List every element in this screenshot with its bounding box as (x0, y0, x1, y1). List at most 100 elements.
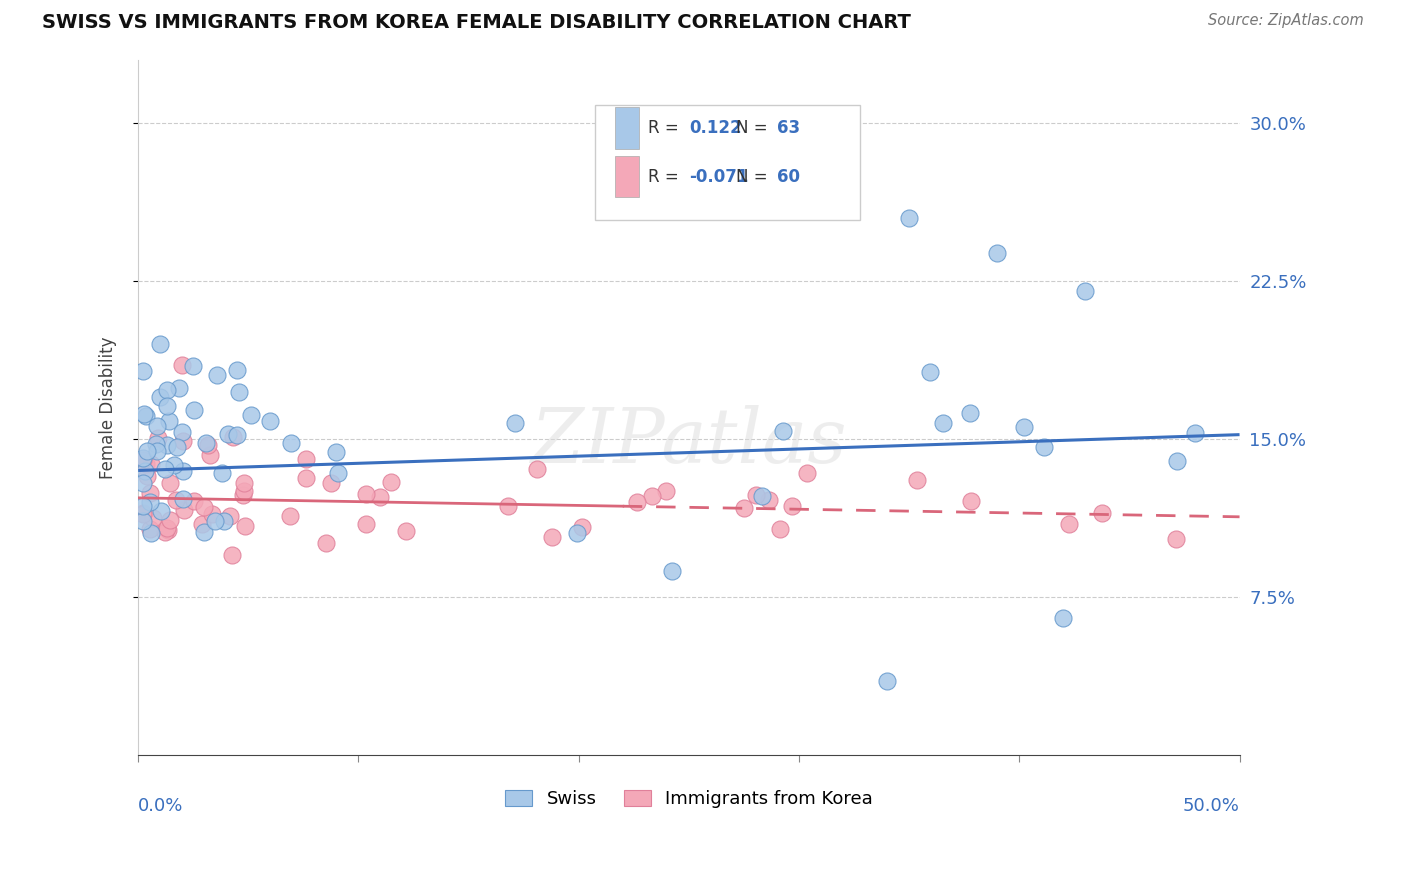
Point (380, 475, 402, 489)
Point (1184, 426, 1206, 441)
Point (240, 409, 263, 423)
Point (172, 434, 194, 448)
Point (146, 419, 169, 434)
Point (170, 425, 193, 439)
Point (218, 509, 240, 524)
Point (222, 429, 245, 443)
Point (212, 514, 235, 528)
Point (758, 492, 780, 507)
Text: 63: 63 (778, 120, 800, 137)
Point (905, 473, 928, 487)
Point (1057, 517, 1080, 532)
Point (139, 486, 162, 500)
Point (132, 450, 155, 465)
Point (1166, 454, 1188, 468)
Point (141, 457, 163, 471)
Point (157, 414, 180, 428)
Point (496, 500, 519, 514)
Point (159, 512, 181, 526)
Point (1164, 532, 1187, 546)
Point (221, 548, 243, 562)
Point (233, 484, 256, 499)
Point (156, 399, 179, 413)
Point (193, 500, 215, 514)
Point (132, 506, 155, 520)
Text: 0.0%: 0.0% (138, 797, 184, 814)
Point (782, 499, 804, 513)
Point (295, 471, 318, 485)
Point (131, 475, 153, 490)
Point (131, 499, 153, 513)
Point (1052, 611, 1074, 625)
Point (173, 503, 195, 517)
Text: 50.0%: 50.0% (1182, 797, 1240, 814)
Point (567, 525, 589, 540)
Point (145, 437, 167, 451)
Point (181, 359, 204, 373)
Point (159, 476, 181, 491)
Text: SWISS VS IMMIGRANTS FROM KOREA FEMALE DISABILITY CORRELATION CHART: SWISS VS IMMIGRANTS FROM KOREA FEMALE DI… (42, 13, 911, 32)
Point (280, 436, 302, 450)
Point (134, 464, 156, 478)
Point (325, 445, 347, 459)
Point (165, 493, 187, 508)
Point (395, 524, 418, 538)
Point (183, 494, 205, 508)
Point (153, 524, 176, 539)
Point (204, 514, 226, 528)
FancyBboxPatch shape (614, 107, 640, 149)
Point (321, 476, 343, 491)
Point (368, 490, 391, 504)
Point (751, 490, 773, 504)
Point (149, 390, 172, 404)
Point (233, 518, 256, 533)
Point (571, 520, 593, 534)
Point (155, 462, 177, 476)
Point (772, 424, 794, 438)
Point (986, 246, 1008, 260)
Point (150, 504, 173, 518)
Point (139, 522, 162, 536)
Point (198, 448, 221, 462)
Point (131, 508, 153, 522)
FancyBboxPatch shape (595, 104, 859, 219)
Point (918, 365, 941, 379)
Text: Source: ZipAtlas.com: Source: ZipAtlas.com (1208, 13, 1364, 29)
Point (876, 674, 898, 689)
Point (193, 524, 215, 539)
Point (228, 384, 250, 399)
Point (540, 530, 562, 544)
Point (135, 409, 157, 423)
Point (225, 427, 247, 442)
Point (959, 493, 981, 508)
Point (733, 500, 755, 515)
Point (278, 508, 301, 523)
Point (142, 511, 165, 525)
Point (166, 440, 188, 454)
Point (156, 438, 179, 452)
Point (745, 488, 768, 502)
Point (211, 467, 233, 481)
Point (796, 466, 818, 480)
Point (156, 383, 179, 397)
Point (295, 452, 318, 467)
Point (315, 535, 337, 549)
Point (505, 417, 527, 431)
Point (132, 364, 155, 378)
Text: R =: R = (648, 168, 679, 186)
Point (1074, 285, 1097, 299)
Point (136, 444, 159, 458)
Point (172, 358, 194, 372)
Point (172, 492, 194, 507)
Point (959, 406, 981, 420)
Point (354, 517, 377, 532)
Point (932, 416, 955, 430)
Point (1090, 506, 1112, 520)
Point (225, 363, 247, 377)
Point (326, 467, 349, 481)
Point (135, 469, 157, 483)
Point (194, 435, 217, 450)
Text: ZIPatlas: ZIPatlas (530, 405, 848, 479)
Point (641, 489, 664, 503)
Point (655, 484, 678, 499)
